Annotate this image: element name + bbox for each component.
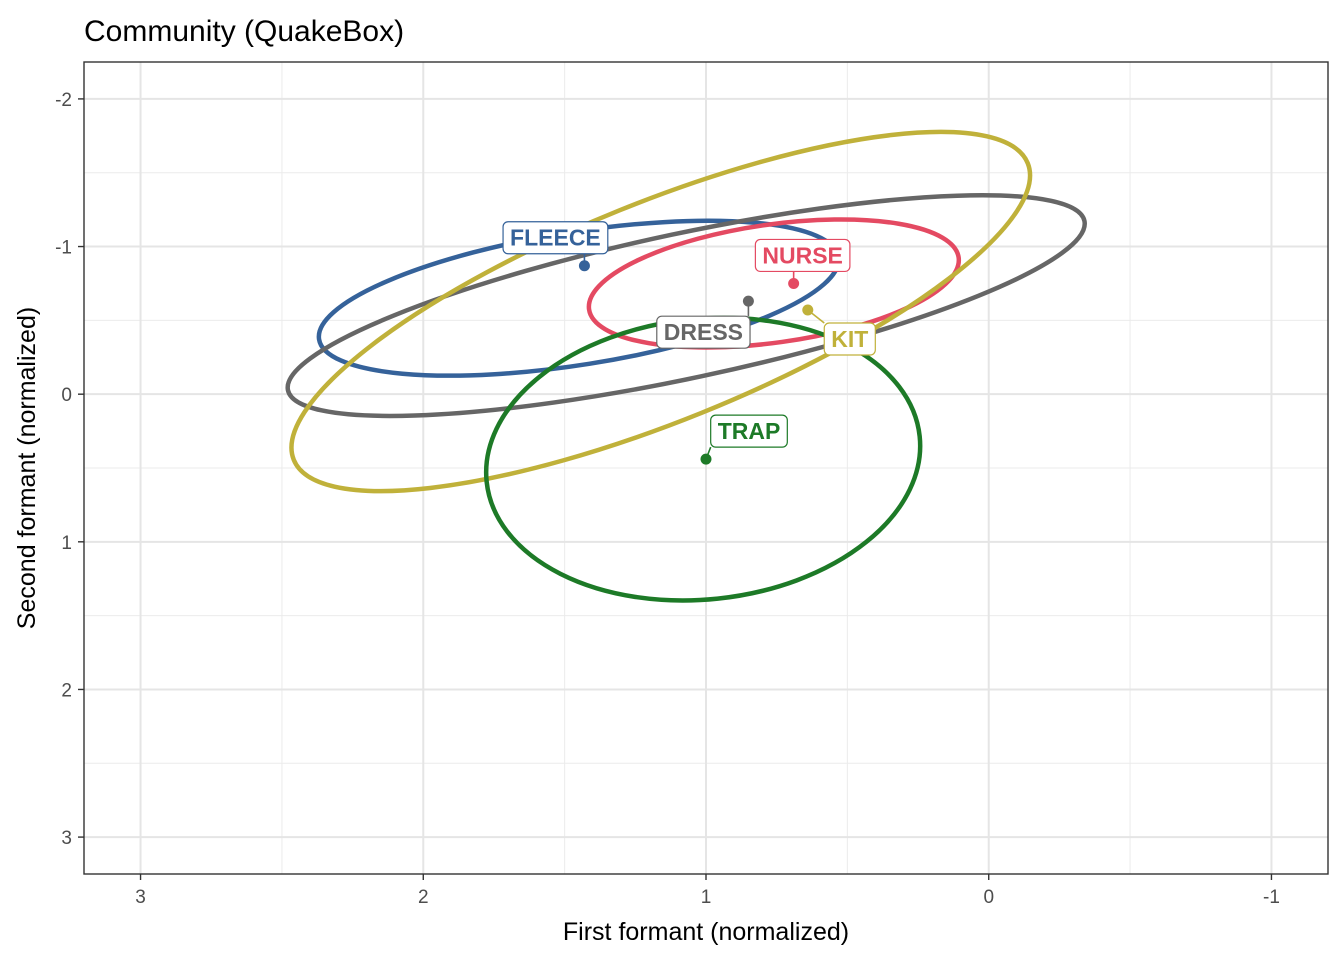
y-axis-title: Second formant (normalized) xyxy=(13,307,41,629)
label-box-nurse xyxy=(754,238,851,273)
ellipses xyxy=(285,129,1087,603)
connector-trap xyxy=(705,446,712,460)
x-axis-title: First formant (normalized) xyxy=(563,918,849,946)
y-tick-label: 3 xyxy=(61,828,72,849)
y-tick-label: -1 xyxy=(55,238,72,259)
label-text-nurse: NURSE xyxy=(762,242,843,268)
x-tick-label: 3 xyxy=(135,887,146,908)
label-box-fleece xyxy=(502,221,609,255)
label-nurse: NURSE xyxy=(754,238,851,284)
x-tick-label: 1 xyxy=(701,887,712,908)
label-text-trap: TRAP xyxy=(718,418,781,444)
chart-title: Community (QuakeBox) xyxy=(84,15,404,48)
point-labels: FLEECE NURSE DRESS KIT TRAP xyxy=(502,221,876,460)
x-tick-label: 0 xyxy=(983,887,994,908)
connector-kit xyxy=(807,309,825,324)
label-text-kit: KIT xyxy=(831,326,868,352)
label-trap: TRAP xyxy=(705,414,788,460)
label-box-kit xyxy=(823,322,876,356)
y-tick-label: 1 xyxy=(61,533,72,554)
y-tick-label: 0 xyxy=(61,385,72,406)
label-kit: KIT xyxy=(807,309,876,356)
label-text-fleece: FLEECE xyxy=(510,225,601,251)
label-box-dress xyxy=(656,315,751,349)
label-fleece: FLEECE xyxy=(502,221,609,266)
label-dress: DRESS xyxy=(656,301,751,349)
x-tick-label: 2 xyxy=(418,887,429,908)
y-tick-label: 2 xyxy=(61,680,72,701)
ellipse-kit xyxy=(289,129,1033,494)
y-tick-label: -2 xyxy=(55,90,72,111)
y-axis: -2 -1 0 1 2 3 xyxy=(55,90,84,849)
ellipse-nurse xyxy=(586,217,962,350)
grid-major xyxy=(84,62,1328,874)
label-box-trap xyxy=(710,414,788,448)
ellipse-dress xyxy=(285,193,1087,419)
x-tick-label: -1 xyxy=(1263,887,1280,908)
x-axis: 3 2 1 0 -1 xyxy=(135,874,1280,908)
label-text-dress: DRESS xyxy=(664,319,743,345)
